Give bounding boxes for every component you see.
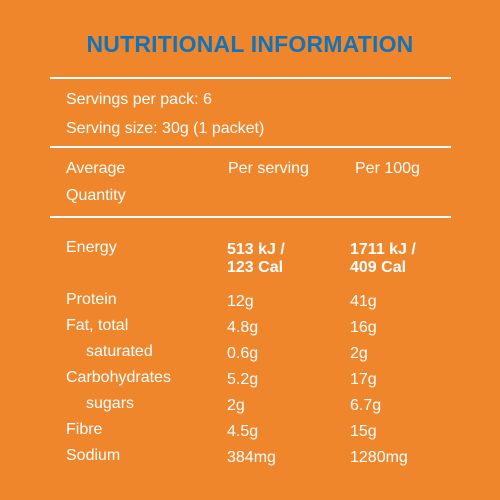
energy-label: Energy	[66, 239, 117, 256]
nutrient-label: Sodium	[66, 447, 121, 464]
servings-per-pack: Servings per pack: 6	[66, 91, 212, 108]
energy-per-serving-cal: 123 Cal	[227, 259, 284, 276]
header-per-serving: Per serving	[228, 160, 309, 177]
nutrient-per-serving: 5.2g	[227, 371, 259, 388]
nutrient-label: Protein	[66, 291, 117, 308]
nutrient-per-100g: 2g	[350, 345, 368, 362]
nutrient-label: Fibre	[66, 421, 103, 438]
nutrient-per-100g: 17g	[350, 371, 377, 388]
nutrient-per-serving: 0.6g	[227, 345, 259, 362]
page-title: NUTRITIONAL INFORMATION	[86, 31, 414, 57]
nutrient-label: Carbohydrates	[66, 369, 171, 386]
divider-header	[50, 216, 451, 218]
energy-per-serving-kj: 513 kJ /	[227, 241, 285, 258]
nutrient-label: saturated	[86, 343, 153, 360]
nutrient-per-100g: 1280mg	[350, 449, 408, 466]
energy-per-100g-kj: 1711 kJ /	[350, 241, 416, 258]
nutrient-per-100g: 41g	[350, 293, 377, 310]
nutrient-per-100g: 15g	[350, 423, 377, 440]
header-quantity: Quantity	[66, 187, 126, 204]
nutrient-per-serving: 2g	[227, 397, 245, 414]
divider-top	[50, 77, 451, 79]
nutrient-label: sugars	[86, 395, 135, 412]
nutrient-per-100g: 16g	[350, 319, 377, 336]
nutrient-per-serving: 4.5g	[227, 423, 259, 440]
nutrient-per-serving: 384mg	[227, 449, 276, 466]
nutrient-per-serving: 12g	[227, 293, 254, 310]
header-per-100g: Per 100g	[355, 160, 420, 177]
divider-servings	[50, 146, 451, 148]
nutrient-label: Fat, total	[66, 317, 129, 334]
nutrient-per-100g: 6.7g	[350, 397, 382, 414]
serving-size: Serving size: 30g (1 packet)	[66, 120, 265, 137]
header-average: Average	[66, 160, 126, 177]
energy-per-100g-cal: 409 Cal	[350, 259, 407, 276]
nutrient-per-serving: 4.8g	[227, 319, 259, 336]
